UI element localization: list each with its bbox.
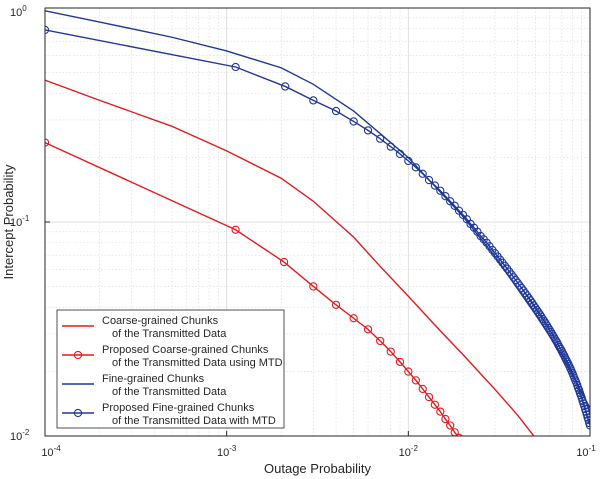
legend-label-line2: of the Transmitted Data using MTD — [112, 357, 283, 369]
data-point — [376, 134, 385, 143]
y-axis-label: Intercept Probability — [1, 164, 16, 279]
data-point — [441, 192, 450, 201]
data-point — [509, 273, 518, 282]
y-tick-label: 100 — [10, 4, 27, 19]
data-point — [404, 367, 413, 376]
data-point — [446, 197, 455, 206]
data-point — [386, 142, 395, 151]
data-point — [376, 336, 385, 346]
legend-label-line1: Proposed Coarse-grained Chunks — [102, 344, 269, 356]
data-point — [548, 330, 557, 339]
x-tick-labels: 10-4 10-3 10-2 10-1 — [41, 431, 596, 459]
data-point — [546, 327, 556, 337]
data-point — [584, 415, 590, 424]
y-tick-label: 10-2 — [10, 428, 30, 443]
data-point — [363, 126, 373, 135]
data-point — [551, 336, 561, 345]
data-point — [511, 275, 520, 285]
series-1 — [45, 79, 535, 436]
data-point — [577, 393, 586, 402]
series-2 — [45, 138, 463, 436]
data-point — [281, 82, 290, 91]
legend-swatch-marker — [73, 408, 83, 418]
legend-label-line1: Coarse-grained Chunks — [102, 315, 219, 327]
data-point — [538, 314, 547, 324]
data-point — [279, 257, 289, 267]
data-point — [541, 319, 550, 328]
data-point — [446, 421, 455, 430]
data-point — [585, 421, 590, 430]
data-point — [582, 410, 590, 419]
legend-label-line1: Proposed Fine-grained Chunks — [102, 402, 255, 414]
data-point — [309, 96, 318, 105]
data-point — [455, 433, 463, 436]
data-point — [436, 407, 445, 416]
x-tick-label: 10-4 — [41, 444, 61, 459]
series-line — [45, 79, 535, 436]
legend-box — [56, 309, 285, 429]
data-point — [386, 347, 395, 356]
data-point — [540, 317, 549, 326]
data-point — [395, 149, 405, 159]
x-tick-label: 10-2 — [399, 444, 419, 459]
data-point — [555, 343, 564, 352]
data-point — [441, 414, 450, 424]
data-point — [331, 300, 341, 310]
data-point — [418, 384, 427, 394]
data-point — [558, 349, 568, 358]
data-point — [395, 357, 405, 367]
data-point — [542, 321, 552, 330]
data-point — [585, 418, 590, 428]
series-4 — [45, 25, 590, 430]
data-point — [231, 62, 240, 72]
data-point — [450, 201, 459, 210]
data-point — [349, 314, 358, 323]
data-point — [550, 334, 559, 343]
data-point — [537, 312, 546, 321]
x-axis-label: Outage Probability — [264, 461, 371, 476]
data-point — [544, 323, 553, 333]
data-point — [535, 310, 545, 319]
x-tick-label: 10-1 — [576, 444, 596, 459]
data-point — [404, 156, 413, 166]
data-point — [331, 106, 341, 116]
x-tick-label: 10-3 — [217, 444, 237, 459]
data-point — [363, 325, 373, 334]
data-point — [430, 181, 440, 190]
legend-swatch-marker — [73, 350, 83, 360]
y-tick-label: 10-1 — [10, 214, 30, 229]
data-point — [545, 325, 554, 335]
data-point — [424, 175, 434, 185]
data-point — [436, 186, 445, 195]
data-point — [349, 117, 358, 126]
data-point — [309, 282, 318, 291]
data-point — [231, 225, 240, 234]
y-tick-labels: 10-2 10-1 100 — [10, 4, 50, 443]
data-point — [418, 169, 427, 178]
data-point — [430, 400, 440, 409]
data-point — [424, 392, 434, 402]
legend-label-line2: of the Transmitted Data — [112, 328, 227, 340]
data-point — [513, 278, 522, 287]
legend-label-line2: of the Transmitted Data with MTD — [112, 415, 276, 427]
data-point — [411, 163, 420, 172]
legend-label-line1: Fine-grained Chunks — [102, 373, 205, 385]
data-point — [411, 376, 420, 385]
series-line — [45, 141, 459, 436]
legend-label-line2: of the Transmitted Data — [112, 386, 227, 398]
series-layer — [45, 10, 590, 436]
data-point — [583, 413, 590, 422]
